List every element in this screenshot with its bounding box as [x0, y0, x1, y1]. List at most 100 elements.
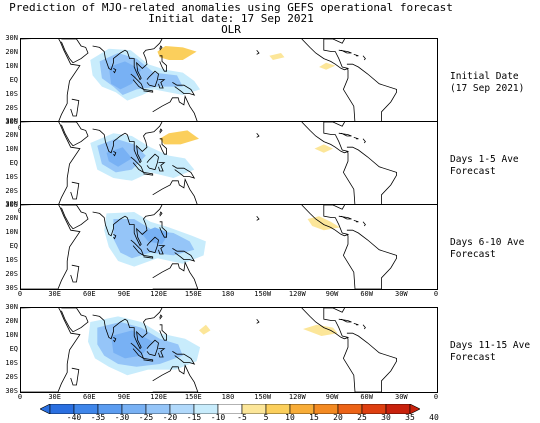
lat-tick-label: 20N	[5, 131, 18, 139]
coastline	[61, 308, 89, 333]
colorbar-tick-label: 5	[263, 413, 269, 422]
coastline	[172, 165, 196, 179]
coastline	[113, 337, 117, 343]
lon-tick-label: 30W	[395, 290, 408, 298]
colorbar-tick-label: 15	[309, 413, 319, 422]
colorbar-tick-label: 20	[333, 413, 343, 422]
coastline	[342, 63, 397, 123]
coastline	[159, 128, 163, 134]
coastline	[172, 248, 196, 262]
lat-tick-label: 20N	[5, 214, 18, 222]
coastline	[159, 324, 167, 341]
lat-tick-label: EQ	[9, 345, 18, 353]
coastline	[301, 39, 350, 71]
coastline	[113, 68, 117, 74]
coastline	[323, 308, 345, 313]
colorbar-tick-label: -35	[90, 413, 106, 422]
map-canvas	[21, 308, 397, 392]
coastline	[113, 234, 117, 240]
lat-tick-label: 20S	[5, 270, 18, 278]
coastline	[301, 205, 350, 237]
map-canvas	[21, 39, 397, 123]
lon-tick-label: 90W	[325, 393, 339, 401]
anomaly-shading	[141, 227, 169, 245]
lat-tick-label: 30N	[5, 200, 18, 208]
lat-tick-label: 20S	[5, 187, 18, 195]
anomaly-shading	[199, 324, 211, 335]
title-line-2: Initial date: 17 Sep 2021	[148, 12, 314, 25]
lat-tick-label: 10S	[5, 173, 18, 181]
coastline	[338, 318, 352, 323]
coastline	[323, 39, 345, 44]
lon-tick-label: 120W	[288, 290, 306, 298]
lon-tick-label: 180	[221, 393, 235, 401]
lon-tick-label: 60W	[360, 393, 373, 401]
lat-tick-label: 30N	[5, 117, 18, 125]
coastline	[143, 255, 154, 259]
title-line-1: Prediction of MJO-related anomalies usin…	[9, 1, 453, 14]
lat-tick-label: 20S	[5, 104, 18, 112]
panel-label-line-1: Days 11-15 Ave	[450, 340, 531, 351]
anomaly-shading	[106, 147, 132, 167]
lon-tick-label: 0	[433, 290, 439, 298]
coastline	[256, 215, 260, 221]
panel-label-line-1: Days 1-5 Ave	[450, 154, 519, 165]
colorbar-arrow-right	[409, 404, 420, 414]
coastline	[152, 95, 199, 123]
coastline	[342, 229, 397, 289]
coastline	[323, 122, 345, 127]
colorbar-tick-label: 35	[405, 413, 415, 422]
panel-label: Days 11-15 Ave Forecast	[450, 340, 530, 364]
colorbar	[40, 404, 420, 414]
coastline	[338, 215, 352, 220]
colorbar-tick-label: 10	[285, 413, 295, 422]
coastline	[159, 211, 163, 217]
coastline	[21, 308, 81, 392]
coastline	[70, 367, 80, 386]
coastline	[152, 261, 199, 289]
lat-tick-label: 30N	[5, 303, 18, 311]
lon-tick-label: 60W	[360, 290, 373, 298]
coastline	[61, 39, 89, 64]
anomaly-shading	[159, 130, 199, 145]
anomaly-shading	[314, 144, 333, 153]
colorbar-tick-label: -20	[162, 413, 178, 422]
coastline	[152, 364, 199, 392]
lon-tick-label: 150W	[254, 290, 272, 298]
coastline	[21, 39, 81, 123]
coastline	[92, 314, 128, 340]
coastline	[92, 45, 128, 71]
coastline	[61, 205, 89, 230]
lat-tick-label: 30S	[5, 284, 18, 292]
lat-tick-label: 10S	[5, 90, 18, 98]
lat-tick-label: EQ	[9, 76, 18, 84]
coastline	[70, 181, 80, 200]
colorbar-tick-label: 25	[357, 413, 367, 422]
coastline	[301, 308, 350, 340]
map-panel-2	[20, 121, 438, 207]
lat-tick-label: 30S	[5, 118, 18, 126]
colorbar-tick-label: 30	[381, 413, 391, 422]
lat-tick-label: 10N	[5, 145, 18, 153]
coastline	[158, 162, 166, 172]
coastline	[172, 351, 196, 365]
panel-label-line-2: Forecast	[450, 166, 496, 177]
coastline	[158, 245, 166, 255]
colorbar-tick-label: -40	[66, 413, 82, 422]
coastline	[113, 151, 117, 157]
anomaly-shading	[157, 46, 197, 60]
coastline	[159, 45, 163, 51]
lat-tick-label: 10N	[5, 331, 18, 339]
lat-tick-label: EQ	[9, 242, 18, 250]
coastline	[130, 156, 145, 174]
map-panel-4	[20, 307, 438, 393]
coastline	[126, 205, 163, 247]
title-line-3: OLR	[221, 23, 241, 36]
anomaly-shading	[269, 53, 285, 60]
coastline	[152, 178, 199, 206]
lon-tick-label: 30W	[395, 393, 408, 401]
coastline	[353, 220, 359, 223]
lon-tick-label: 90W	[325, 290, 339, 298]
coastline	[143, 89, 154, 93]
coastline	[130, 73, 145, 91]
